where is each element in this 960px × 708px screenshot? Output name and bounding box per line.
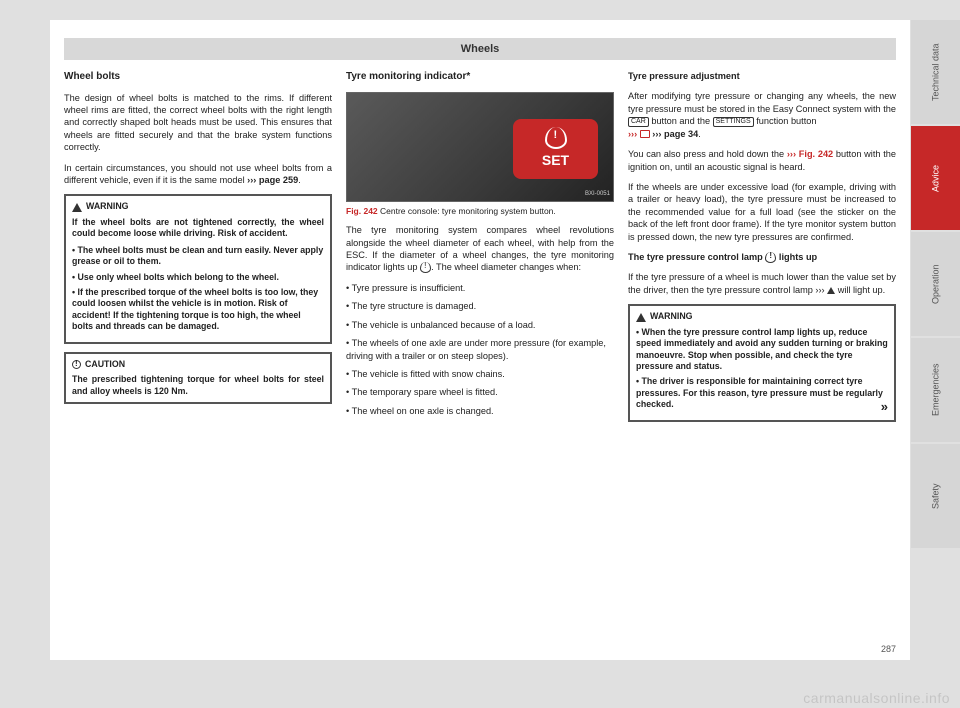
set-button-graphic: SET	[513, 119, 598, 179]
col2-heading: Tyre monitoring indicator*	[346, 70, 614, 84]
column-2: Tyre monitoring indicator* SET BXI-0051 …	[346, 70, 614, 430]
set-label: SET	[542, 151, 569, 170]
col3-p3: If the wheels are under excessive load (…	[628, 181, 896, 243]
warning-triangle-icon	[827, 287, 835, 294]
col2-p1b: . The wheel diameter changes when:	[431, 262, 581, 272]
list-item: Tyre pressure is insufficient.	[346, 282, 614, 294]
col1-p2-ref: ››› page 259	[247, 175, 298, 185]
tyre-pressure-icon	[420, 262, 431, 273]
col1-p2: In certain circumstances, you should not…	[64, 162, 332, 187]
page: Wheels Wheel bolts The design of wheel b…	[50, 20, 910, 660]
col3-p4: If the tyre pressure of a wheel is much …	[628, 271, 896, 296]
warning-item-text: The driver is responsible for maintainin…	[636, 376, 883, 409]
warning-header: WARNING	[72, 201, 324, 212]
col1-p2b: .	[298, 175, 301, 185]
page-number: 287	[881, 644, 896, 654]
warning-item: Use only wheel bolts which belong to the…	[72, 272, 324, 283]
col2-list: Tyre pressure is insufficient. The tyre …	[346, 282, 614, 417]
book-icon	[640, 130, 650, 138]
col3-p1b: button and the	[649, 116, 713, 126]
tab-advice[interactable]: Advice	[911, 126, 960, 230]
tyre-pressure-icon	[765, 252, 776, 263]
list-item: The tyre structure is damaged.	[346, 300, 614, 312]
col3-p1d: .	[698, 129, 701, 139]
warning-intro: If the wheel bolts are not tightened cor…	[72, 217, 324, 240]
col3-p4b: will light up.	[835, 285, 885, 295]
chapter-header: Wheels	[64, 38, 896, 60]
warning-list: When the tyre pressure control lamp ligh…	[636, 327, 888, 411]
column-1: Wheel bolts The design of wheel bolts is…	[64, 70, 332, 430]
caution-header: CAUTION	[72, 359, 324, 370]
col3-p1: After modifying tyre pressure or changin…	[628, 90, 896, 140]
car-key-icon: CAR	[628, 117, 649, 127]
col3-p1a: After modifying tyre pressure or changin…	[628, 91, 896, 113]
col3-h1: Tyre pressure adjustment	[628, 70, 896, 82]
col3-h2b: lights up	[776, 252, 817, 262]
warning-item: The driver is responsible for maintainin…	[636, 376, 888, 410]
list-item: The wheels of one axle are under more pr…	[346, 337, 614, 362]
continuation-arrows: »	[881, 399, 888, 416]
col3-p2a: You can also press and hold down the	[628, 149, 787, 159]
caution-circle-icon	[72, 360, 81, 369]
col2-p1: The tyre monitoring system compares whee…	[346, 224, 614, 274]
warning-item: The wheel bolts must be clean and turn e…	[72, 245, 324, 268]
col3-p1-ref: ››› ››› page 34	[628, 129, 698, 139]
col1-heading: Wheel bolts	[64, 70, 332, 84]
col3-h2: The tyre pressure control lamp lights up	[628, 251, 896, 263]
list-item: The vehicle is fitted with snow chains.	[346, 368, 614, 380]
warning-header: WARNING	[636, 311, 888, 322]
figure-tag: BXI-0051	[585, 190, 610, 198]
tab-operation[interactable]: Operation	[911, 232, 960, 336]
chapter-title: Wheels	[461, 43, 500, 55]
col3-p2-ref: ››› Fig. 242	[787, 149, 833, 159]
warning-triangle-icon	[636, 313, 646, 322]
warning-triangle-icon	[72, 203, 82, 212]
settings-key-icon: SETTINGS	[713, 117, 754, 127]
warning-item: If the prescribed torque of the wheel bo…	[72, 287, 324, 333]
caution-box: CAUTION The prescribed tightening torque…	[64, 352, 332, 404]
list-item: The vehicle is unbalanced because of a l…	[346, 319, 614, 331]
side-tabs: Technical data Advice Operation Emergenc…	[911, 20, 960, 550]
fig-label: Fig. 242	[346, 206, 378, 216]
caution-label: CAUTION	[85, 359, 125, 370]
page-ref: ››› page 34	[652, 129, 698, 139]
figure-caption: Fig. 242 Centre console: tyre monitoring…	[346, 206, 614, 217]
col1-p1: The design of wheel bolts is matched to …	[64, 92, 332, 154]
watermark: carmanualsonline.info	[803, 690, 950, 706]
warning-item: When the tyre pressure control lamp ligh…	[636, 327, 888, 373]
list-item: The wheel on one axle is changed.	[346, 405, 614, 417]
warning-box: WARNING When the tyre pressure control l…	[628, 304, 896, 421]
col3-h2a: The tyre pressure control lamp	[628, 252, 765, 262]
list-item: The temporary spare wheel is fitted.	[346, 386, 614, 398]
fig-caption-text: Centre console: tyre monitoring system b…	[378, 206, 556, 216]
content-columns: Wheel bolts The design of wheel bolts is…	[64, 70, 896, 430]
caution-text: The prescribed tightening torque for whe…	[72, 374, 324, 397]
col3-p1c: function button	[754, 116, 817, 126]
warning-box: WARNING If the wheel bolts are not tight…	[64, 194, 332, 343]
col3-p2: You can also press and hold down the ›››…	[628, 148, 896, 173]
tyre-pressure-icon	[545, 127, 567, 149]
tab-safety[interactable]: Safety	[911, 444, 960, 548]
warning-list: The wheel bolts must be clean and turn e…	[72, 245, 324, 333]
warning-label: WARNING	[650, 311, 693, 322]
figure-242: SET BXI-0051	[346, 92, 614, 202]
column-3: Tyre pressure adjustment After modifying…	[628, 70, 896, 430]
tab-technical-data[interactable]: Technical data	[911, 20, 960, 124]
warning-label: WARNING	[86, 201, 129, 212]
tab-emergencies[interactable]: Emergencies	[911, 338, 960, 442]
